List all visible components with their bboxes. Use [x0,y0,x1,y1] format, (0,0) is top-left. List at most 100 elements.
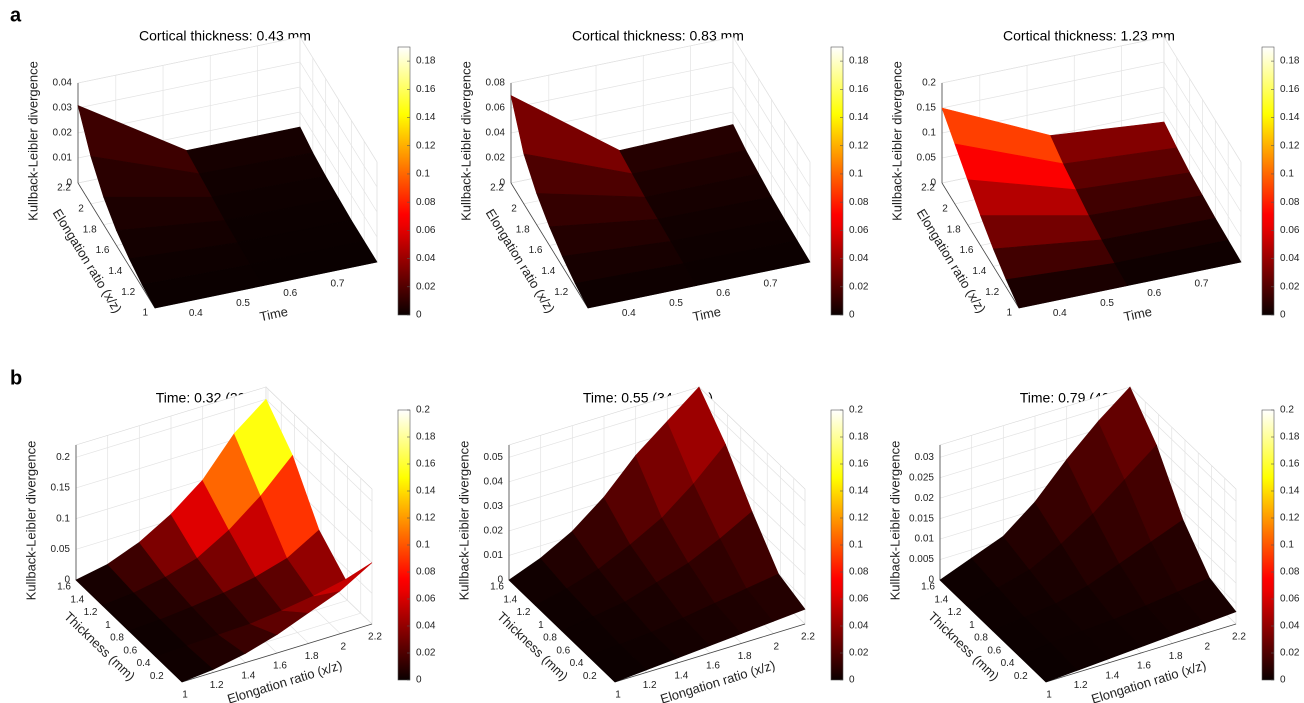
y-tick-label: 1 [1006,308,1012,319]
axis-line [614,623,806,683]
colorbar-tick-label: 0.14 [416,112,436,123]
surface-patch [250,240,378,286]
z-tick-label: 0.08 [486,78,506,89]
colorbar-tick-label: 0.04 [849,253,869,264]
axis-line [941,182,1020,309]
z-tick-label: 0.02 [915,493,935,504]
y-tick-label: 1.4 [934,594,948,605]
x-tick-label: 0.6 [283,288,297,299]
colorbar-tick-label: 0.02 [1280,648,1300,659]
chart-title: Cortical thickness: 0.83 mm [572,28,744,44]
y-tick-label: 1.4 [972,266,986,277]
colorbar-tick-label: 0 [1280,310,1286,321]
x-tick-label: 1.4 [241,670,255,681]
x-tick-label: 0.6 [1147,288,1161,299]
chart-title: Cortical thickness: 1.23 mm [1003,28,1175,44]
colorbar-tick-label: 0.18 [849,432,869,443]
x-tick-label: 1.2 [643,680,657,691]
x-axis-label: Time [258,304,289,324]
z-tick-label: 0.1 [56,513,70,524]
y-tick-label: 1.4 [70,594,84,605]
axis-line [77,182,156,309]
x-tick-label: 0.5 [669,298,683,309]
axis-line [1045,623,1237,683]
z-tick-label: 0.025 [909,472,934,483]
colorbar-tick-label: 0.16 [1280,84,1300,95]
surface-patch [313,562,373,597]
colorbar-tick-label: 0.06 [1280,225,1300,236]
z-tick-label: 0.01 [53,153,73,164]
x-tick-label: 1.8 [738,651,752,662]
z-tick-label: 0.1 [922,128,936,139]
chart-title: Cortical thickness: 0.43 mm [139,28,311,44]
z-tick-label: 0.15 [51,483,71,494]
z-tick-label: 0.15 [917,103,937,114]
colorbar-tick-label: 0.08 [416,197,436,208]
z-tick-label: 0.2 [922,78,936,89]
z-tick-label: 0.04 [486,128,506,139]
colorbar-tick-label: 0.18 [849,56,869,67]
colorbar [1261,46,1275,316]
x-tick-label: 2 [1205,641,1211,652]
colorbar-tick-label: 0.08 [849,567,869,578]
colorbar-tick-label: 0.16 [849,84,869,95]
surface-patch [683,240,811,286]
y-tick-label: 0.4 [1001,658,1015,669]
colorbar-tick-label: 0 [416,675,422,686]
z-tick-label: 0 [64,575,70,586]
colorbar-tick-label: 0.04 [416,621,436,632]
z-tick-label: 0.005 [909,554,934,565]
y-tick-label: 0.2 [583,671,597,682]
colorbar-tick-label: 0.02 [849,281,869,292]
x-tick-label: 0.4 [189,308,203,319]
x-tick-label: 1 [182,690,188,701]
y-tick-label: 0.4 [137,658,151,669]
colorbar-tick-label: 0.14 [1280,486,1300,497]
surface-plot: Cortical thickness: 1.23 mm 0 0.05 0.1 0.15 0… [889,28,1299,324]
colorbar-tick-label: 0.08 [416,567,436,578]
colorbar-tick-label: 0.18 [416,56,436,67]
z-axis-label: Kullback-Leibler divergence [889,61,904,221]
colorbar-tick-label: 0 [849,675,855,686]
surface-patch [1114,239,1242,286]
colorbar-tick-label: 0.08 [1280,197,1300,208]
colorbar-tick-label: 0.14 [416,486,436,497]
y-tick-label: 1.6 [490,582,504,593]
y-tick-label: 1.2 [121,287,135,298]
z-tick-label: 0.05 [484,452,504,463]
y-tick-label: 1 [538,620,544,631]
colorbar-tick-label: 0.04 [1280,621,1300,632]
colorbar-tick-label: 0.12 [849,140,869,151]
z-tick-label: 0.015 [909,513,934,524]
x-tick-label: 1.4 [1105,670,1119,681]
colorbar-tick-label: 0.02 [416,648,436,659]
colorbar-tick-label: 0.1 [849,540,863,551]
y-tick-label: 1.2 [84,607,98,618]
y-tick-label: 1 [969,620,975,631]
surface-plot: Cortical thickness: 0.43 mm 0 0.01 0.02 0.03… [25,28,435,324]
x-tick-label: 0.7 [764,278,778,289]
colorbar-tick-label: 0.1 [416,540,430,551]
y-tick-label: 0.4 [570,658,584,669]
colorbar-tick-label: 0.08 [1280,567,1300,578]
z-tick-label: 0.04 [53,78,73,89]
x-tick-label: 1.4 [674,670,688,681]
y-tick-label: 1 [142,308,148,319]
colorbar-tick-label: 0 [849,310,855,321]
axis-line [510,182,589,309]
colorbar-tick-label: 0.06 [849,594,869,605]
x-tick-label: 1.2 [210,680,224,691]
y-tick-label: 1.8 [516,224,530,235]
colorbar [397,46,411,316]
y-tick-label: 1.2 [985,287,999,298]
colorbar-tick-label: 0.16 [849,459,869,470]
surface-patch [1177,577,1237,624]
z-tick-label: 0.02 [484,526,504,537]
z-tick-label: 0 [930,178,936,189]
x-tick-label: 2 [341,641,347,652]
y-tick-label: 1.6 [529,245,543,256]
y-tick-label: 1.8 [947,224,961,235]
colorbar-tick-label: 0.12 [1280,140,1300,151]
surface-patch [746,573,806,622]
z-tick-label: 0.05 [917,153,937,164]
